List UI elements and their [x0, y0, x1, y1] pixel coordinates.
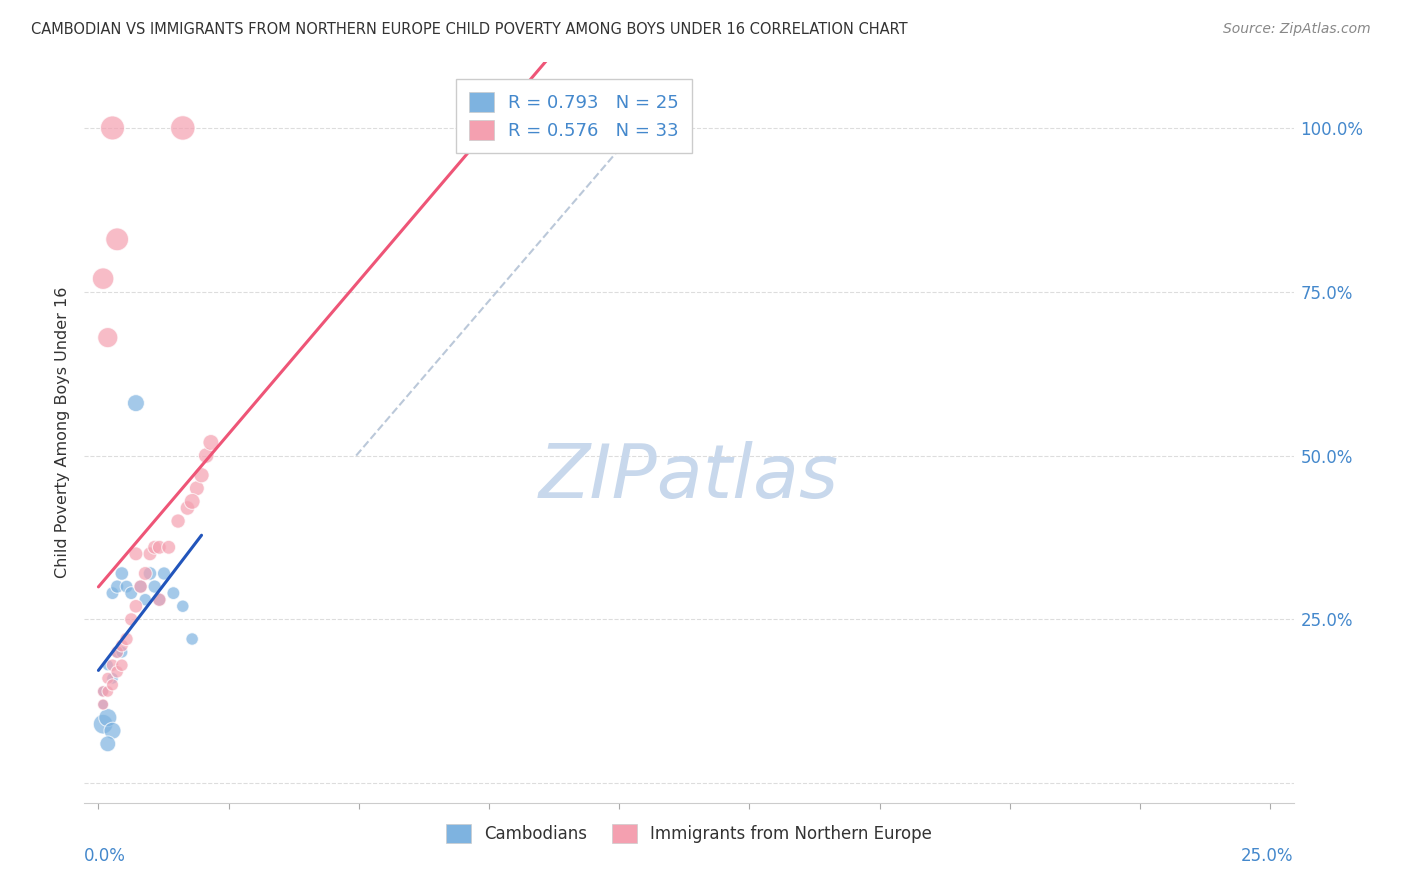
Point: [91, 698, 114, 712]
Text: ZIPatlas: ZIPatlas: [538, 441, 839, 513]
Point: [111, 566, 134, 581]
Point: [125, 547, 148, 561]
Point: [91, 698, 114, 712]
Point: [101, 723, 124, 738]
Point: [97, 684, 120, 698]
Text: 25.0%: 25.0%: [1241, 847, 1294, 865]
Point: [129, 580, 152, 594]
Point: [176, 500, 198, 515]
Point: [101, 678, 124, 692]
Point: [111, 658, 134, 673]
Point: [120, 612, 142, 626]
Point: [200, 435, 222, 450]
Point: [101, 120, 124, 135]
Point: [111, 639, 134, 653]
Point: [91, 684, 114, 698]
Point: [129, 580, 152, 594]
Point: [143, 580, 166, 594]
Point: [139, 566, 162, 581]
Point: [105, 665, 128, 679]
Point: [134, 592, 156, 607]
Point: [139, 547, 162, 561]
Point: [105, 232, 128, 246]
Point: [153, 566, 176, 581]
Point: [162, 586, 184, 600]
Point: [101, 671, 124, 685]
Point: [111, 645, 134, 659]
Point: [97, 330, 120, 344]
Text: CAMBODIAN VS IMMIGRANTS FROM NORTHERN EUROPE CHILD POVERTY AMONG BOYS UNDER 16 C: CAMBODIAN VS IMMIGRANTS FROM NORTHERN EU…: [31, 22, 907, 37]
Point: [195, 449, 218, 463]
Text: 0.0%: 0.0%: [84, 847, 127, 865]
Point: [125, 396, 148, 410]
Point: [186, 481, 208, 495]
Point: [105, 645, 128, 659]
Point: [97, 658, 120, 673]
Point: [181, 494, 204, 508]
Point: [97, 737, 120, 751]
Point: [91, 684, 114, 698]
Point: [157, 541, 180, 555]
Point: [101, 586, 124, 600]
Point: [125, 599, 148, 614]
Point: [97, 671, 120, 685]
Point: [172, 120, 194, 135]
Point: [167, 514, 190, 528]
Point: [91, 271, 114, 285]
Point: [148, 592, 170, 607]
Point: [148, 541, 170, 555]
Point: [134, 566, 156, 581]
Point: [105, 645, 128, 659]
Point: [172, 599, 194, 614]
Point: [143, 541, 166, 555]
Point: [97, 711, 120, 725]
Point: [101, 658, 124, 673]
Point: [105, 580, 128, 594]
Point: [91, 717, 114, 731]
Legend: Cambodians, Immigrants from Northern Europe: Cambodians, Immigrants from Northern Eur…: [439, 817, 939, 850]
Point: [190, 468, 212, 483]
Point: [181, 632, 204, 646]
Text: Source: ZipAtlas.com: Source: ZipAtlas.com: [1223, 22, 1371, 37]
Point: [148, 592, 170, 607]
Y-axis label: Child Poverty Among Boys Under 16: Child Poverty Among Boys Under 16: [55, 287, 70, 578]
Point: [115, 580, 138, 594]
Point: [120, 586, 142, 600]
Point: [115, 632, 138, 646]
